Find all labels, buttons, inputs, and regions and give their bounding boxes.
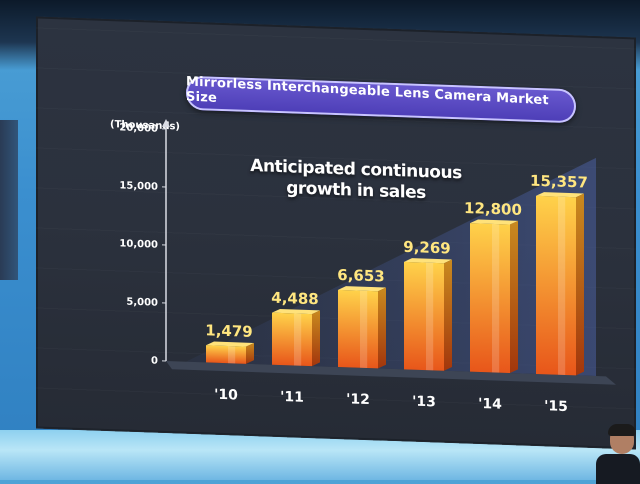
bar-value-label: 9,269 (403, 238, 450, 258)
bar-highlight (426, 263, 433, 371)
room-wall-panel (0, 120, 18, 280)
y-tick-label: 10,000 (119, 238, 158, 250)
y-tick-label: 0 (151, 356, 158, 367)
y-axis-arrow (162, 119, 170, 127)
y-tick-label: 15,000 (119, 180, 158, 192)
presenter (596, 424, 640, 484)
bar-side-face (444, 259, 452, 371)
bar-value-label: 1,479 (205, 321, 252, 341)
bar-side-face (378, 287, 386, 368)
bar-highlight (492, 224, 499, 373)
bar-front-face (536, 196, 576, 376)
y-tick-label: 20,000 (119, 122, 158, 134)
x-tick-label: '11 (280, 389, 304, 406)
x-tick-label: '14 (478, 396, 502, 413)
bar-front-face (470, 223, 510, 373)
bar-highlight (228, 346, 235, 363)
bar-front-face (206, 345, 246, 364)
x-tick-label: '12 (346, 391, 370, 408)
bar-highlight (360, 291, 367, 368)
bar (404, 258, 452, 371)
bar (338, 286, 386, 369)
bar (272, 309, 320, 367)
bar-side-face (312, 310, 320, 366)
bar-front-face (338, 290, 378, 369)
bar-front-face (272, 313, 312, 366)
bar-side-face (576, 193, 584, 375)
y-tick-label: 5,000 (126, 297, 158, 309)
bar-highlight (558, 197, 565, 375)
bar-value-label: 12,800 (464, 199, 522, 219)
projection-screen: Mirrorless Interchangeable Lens Camera M… (22, 16, 638, 458)
x-tick-label: '15 (544, 398, 568, 415)
bar-chart: 0 5,000 10,000 15,000 20,000 1,479 '10 4,488 '1… (36, 16, 636, 449)
bar-value-label: 15,357 (530, 172, 588, 192)
bar-highlight (294, 313, 301, 365)
bar-side-face (510, 221, 518, 374)
x-tick-label: '13 (412, 394, 436, 411)
bar-value-label: 4,488 (271, 289, 318, 309)
slide: Mirrorless Interchangeable Lens Camera M… (36, 16, 636, 449)
bar (536, 192, 584, 376)
x-tick-label: '10 (214, 387, 238, 404)
bar-value-label: 6,653 (337, 266, 384, 286)
bar (470, 219, 518, 373)
bar-front-face (404, 262, 444, 371)
bar (206, 341, 254, 364)
